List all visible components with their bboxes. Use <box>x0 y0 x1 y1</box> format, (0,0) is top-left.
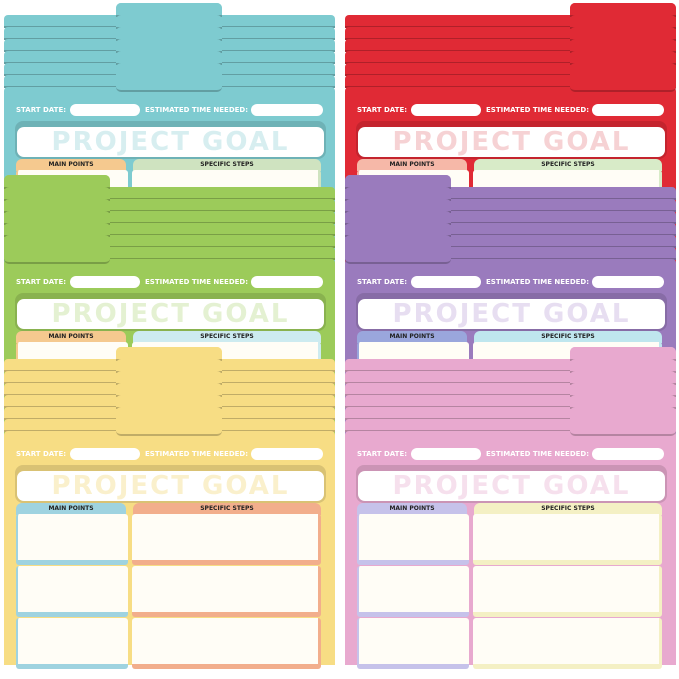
main-points-header: MAIN POINTS <box>357 503 467 515</box>
estimated-time-field[interactable] <box>592 448 664 460</box>
estimated-time-field[interactable] <box>251 276 323 288</box>
specific-steps-cell[interactable] <box>473 514 662 565</box>
project-goal-box[interactable]: PROJECT GOAL <box>15 293 326 331</box>
project-goal-heading: PROJECT GOAL <box>17 471 324 501</box>
main-points-header: MAIN POINTS <box>16 331 126 343</box>
estimated-time-label: ESTIMATED TIME NEEDED: <box>145 450 249 458</box>
main-points-cell[interactable] <box>357 514 469 565</box>
main-points-cell[interactable] <box>16 566 128 617</box>
folder-tab-front <box>116 75 222 92</box>
pink-project-folder[interactable]: START DATE: ESTIMATED TIME NEEDED: PROJECT… <box>345 347 676 669</box>
main-points-cell[interactable] <box>16 514 128 565</box>
estimated-time-field[interactable] <box>251 448 323 460</box>
start-date-field[interactable] <box>70 448 140 460</box>
project-goal-box[interactable]: PROJECT GOAL <box>356 121 667 159</box>
start-date-field[interactable] <box>411 448 481 460</box>
folder-tab-front <box>4 247 110 264</box>
start-date-label: START DATE: <box>16 278 67 286</box>
start-date-field[interactable] <box>411 104 481 116</box>
start-date-label: START DATE: <box>16 450 67 458</box>
estimated-time-field[interactable] <box>592 104 664 116</box>
estimated-time-label: ESTIMATED TIME NEEDED: <box>486 106 590 114</box>
main-points-cell[interactable] <box>357 566 469 617</box>
project-goal-heading: PROJECT GOAL <box>17 299 324 329</box>
specific-steps-header: SPECIFIC STEPS <box>133 159 321 171</box>
main-points-header: MAIN POINTS <box>357 331 467 343</box>
project-goal-heading: PROJECT GOAL <box>17 127 324 157</box>
estimated-time-label: ESTIMATED TIME NEEDED: <box>145 278 249 286</box>
estimated-time-label: ESTIMATED TIME NEEDED: <box>486 450 590 458</box>
yellow-project-folder[interactable]: START DATE: ESTIMATED TIME NEEDED: PROJECT… <box>4 347 335 669</box>
main-points-header: MAIN POINTS <box>16 159 126 171</box>
start-date-label: START DATE: <box>16 106 67 114</box>
specific-steps-header: SPECIFIC STEPS <box>474 159 662 171</box>
project-goal-box[interactable]: PROJECT GOAL <box>15 465 326 503</box>
start-date-label: START DATE: <box>357 278 408 286</box>
start-date-label: START DATE: <box>357 450 408 458</box>
specific-steps-cell[interactable] <box>132 618 321 669</box>
start-date-field[interactable] <box>411 276 481 288</box>
start-date-field[interactable] <box>70 276 140 288</box>
folder-tab-front <box>345 247 451 264</box>
project-goal-heading: PROJECT GOAL <box>358 127 665 157</box>
start-date-label: START DATE: <box>357 106 408 114</box>
specific-steps-cell[interactable] <box>473 618 662 669</box>
project-goal-heading: PROJECT GOAL <box>358 299 665 329</box>
project-goal-heading: PROJECT GOAL <box>358 471 665 501</box>
main-points-cell[interactable] <box>357 618 469 669</box>
specific-steps-header: SPECIFIC STEPS <box>133 503 321 515</box>
folder-tab-front <box>570 75 676 92</box>
project-goal-box[interactable]: PROJECT GOAL <box>356 465 667 503</box>
folder-tab-front <box>570 419 676 436</box>
estimated-time-field[interactable] <box>251 104 323 116</box>
specific-steps-header: SPECIFIC STEPS <box>133 331 321 343</box>
specific-steps-header: SPECIFIC STEPS <box>474 503 662 515</box>
main-points-header: MAIN POINTS <box>16 503 126 515</box>
specific-steps-cell[interactable] <box>473 566 662 617</box>
project-goal-box[interactable]: PROJECT GOAL <box>356 293 667 331</box>
specific-steps-cell[interactable] <box>132 514 321 565</box>
folder-tab-front <box>116 419 222 436</box>
project-goal-box[interactable]: PROJECT GOAL <box>15 121 326 159</box>
specific-steps-header: SPECIFIC STEPS <box>474 331 662 343</box>
estimated-time-field[interactable] <box>592 276 664 288</box>
estimated-time-label: ESTIMATED TIME NEEDED: <box>486 278 590 286</box>
specific-steps-cell[interactable] <box>132 566 321 617</box>
estimated-time-label: ESTIMATED TIME NEEDED: <box>145 106 249 114</box>
main-points-header: MAIN POINTS <box>357 159 467 171</box>
main-points-cell[interactable] <box>16 618 128 669</box>
start-date-field[interactable] <box>70 104 140 116</box>
